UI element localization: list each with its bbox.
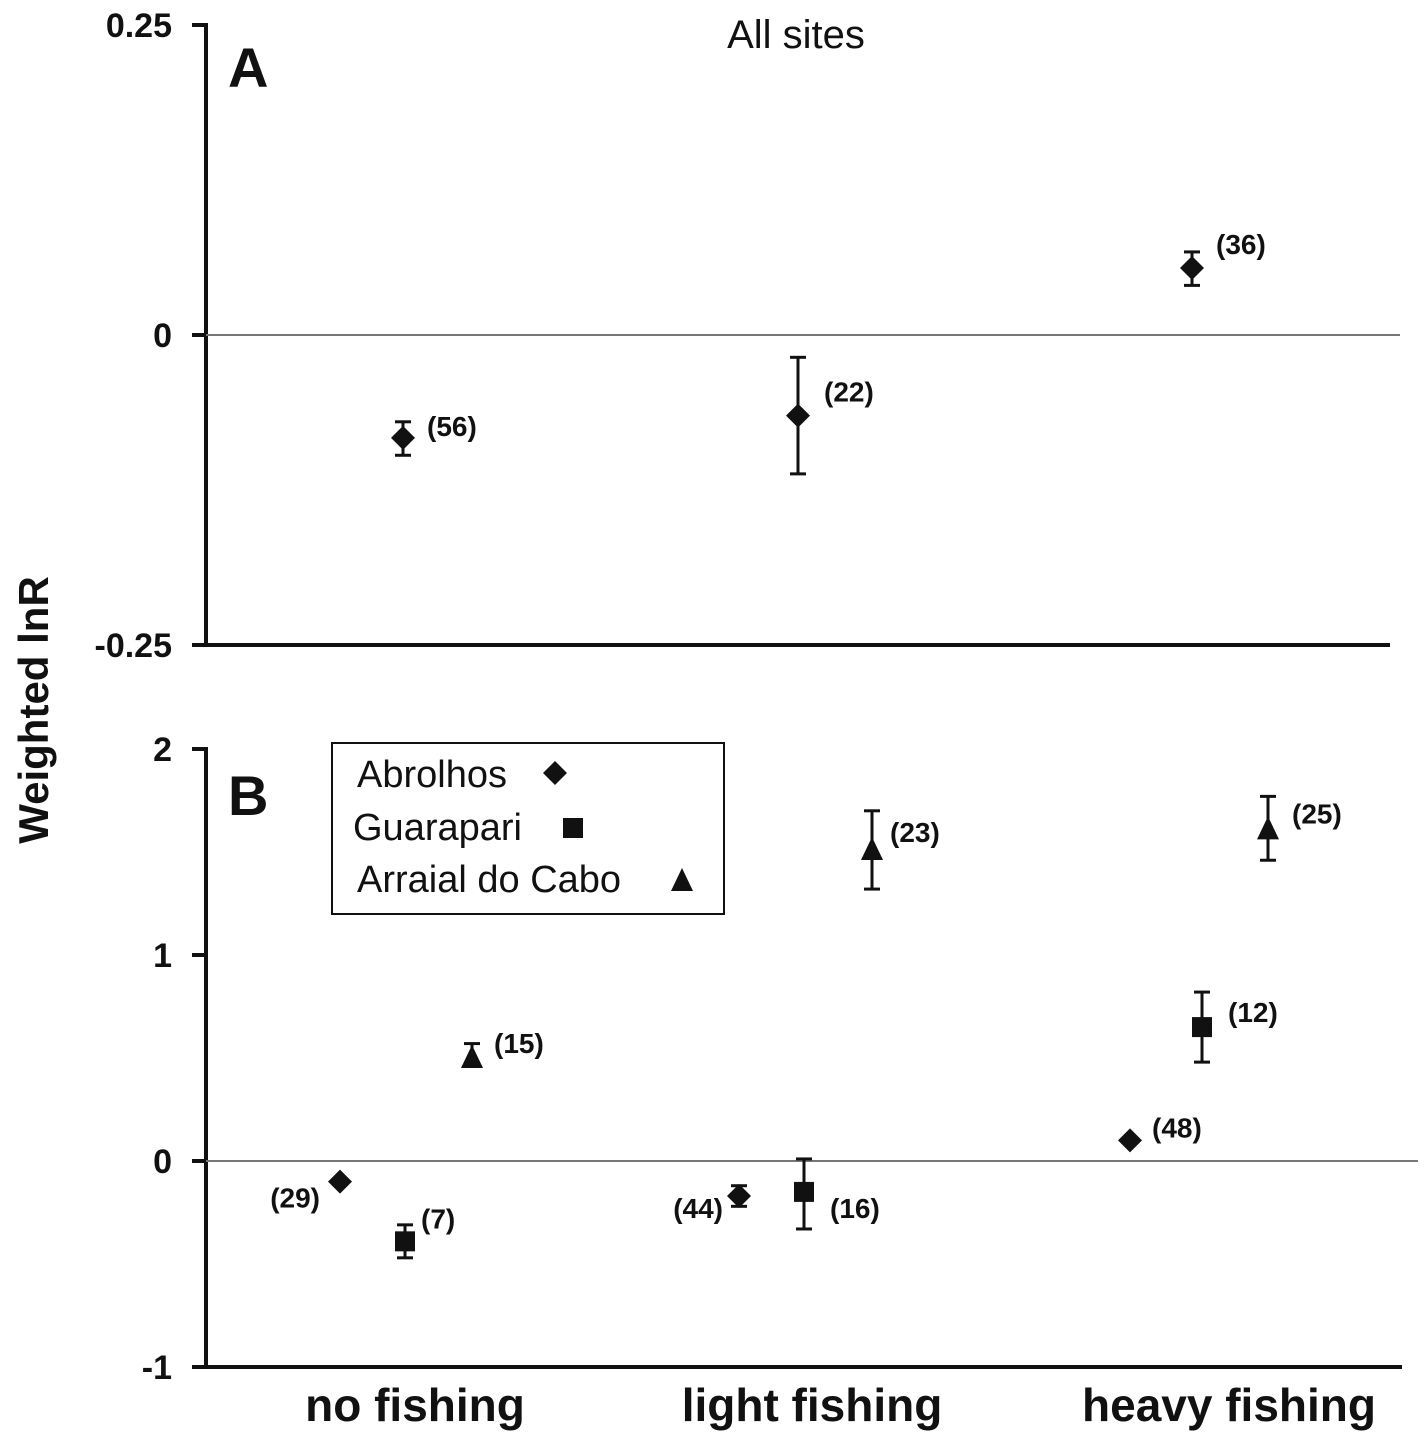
panel-b-abrolhos-heavy-fishing-marker	[1118, 1128, 1142, 1153]
panel-b-guarapari-light-fishing-n-label: (16)	[830, 1193, 880, 1224]
category-label-no-fishing: no fishing	[305, 1379, 525, 1431]
panel-a-diamond-no-fishing-marker	[391, 425, 415, 450]
legend-label-guarapari: Guarapari	[353, 807, 522, 849]
panel-a-diamond-heavy-fishing-marker	[1180, 256, 1204, 281]
panel-b-series-abrolhos: (29) (44) (48)	[270, 1112, 1202, 1224]
panel-a-letter: A	[228, 36, 268, 99]
panel-b-abrolhos-light-fishing-marker	[727, 1184, 751, 1209]
category-label-light-fishing: light fishing	[682, 1379, 943, 1431]
panel-b-abrolhos-no-fishing-marker	[328, 1169, 352, 1194]
category-label-heavy-fishing: heavy fishing	[1082, 1379, 1376, 1431]
panel-b-letter: B	[228, 764, 268, 827]
panel-b-guarapari-heavy-fishing-n-label: (12)	[1228, 997, 1278, 1028]
panel-a-title: All sites	[727, 13, 865, 57]
panel-a-tick-label-0-25: 0.25	[106, 7, 172, 45]
panel-b-series-arraial-do-cabo: (15) (23) (25)	[461, 794, 1342, 1068]
legend-marker-guarapari	[563, 818, 583, 838]
panel-b-series-guarapari: (7) (16) (12)	[395, 990, 1278, 1260]
panel-a-tick-label-0: 0	[153, 317, 172, 355]
y-axis-label: Weighted lnR	[10, 576, 57, 844]
panel-b-arraial-do-cabo-light-fishing-n-label: (23)	[890, 817, 940, 848]
panel-b-arraial-do-cabo-heavy-fishing-n-label: (25)	[1292, 798, 1342, 829]
panel-b-guarapari-light-fishing-marker	[794, 1181, 814, 1202]
panel-b: B Abrolhos Guarapari Arraial do Cabo 2 1 0…	[142, 731, 1418, 1387]
legend-marker-abrolhos	[543, 761, 567, 785]
legend: Abrolhos Guarapari Arraial do Cabo	[331, 742, 725, 915]
panel-b-tick-label-1: -1	[142, 1349, 172, 1387]
panel-b-tick-label-1: 1	[153, 937, 172, 975]
legend-label-arraial-do-cabo: Arraial do Cabo	[357, 859, 621, 901]
legend-label-abrolhos: Abrolhos	[357, 754, 507, 796]
legend-box	[331, 742, 725, 915]
panel-a-diamond-light-fishing-n-label: (22)	[824, 377, 874, 408]
panel-b-abrolhos-light-fishing-n-label: (44)	[673, 1193, 723, 1224]
panel-a-diamond-heavy-fishing-n-label: (36)	[1216, 229, 1266, 260]
panel-b-guarapari-no-fishing-marker	[395, 1231, 415, 1252]
panel-a-diamond-light-fishing-marker	[786, 403, 810, 428]
panel-b-arraial-do-cabo-no-fishing-n-label: (15)	[494, 1028, 544, 1059]
legend-marker-arraial-do-cabo	[671, 868, 693, 891]
panel-b-guarapari-no-fishing-n-label: (7)	[421, 1203, 455, 1234]
panel-b-arraial-do-cabo-light-fishing-marker	[861, 836, 883, 860]
panel-b-guarapari-heavy-fishing-marker	[1192, 1017, 1212, 1038]
panel-a-series-diamond: (56) (22) (36)	[391, 229, 1266, 476]
panel-a-tick-label-0-25: -0.25	[95, 627, 173, 665]
panel-b-arraial-do-cabo-no-fishing-marker	[461, 1045, 483, 1068]
panel-a: A All sites 0.25 0 -0.25 (56) (22) (36)	[95, 7, 1400, 665]
panel-b-tick-label-0: 0	[153, 1143, 172, 1181]
panel-b-abrolhos-heavy-fishing-n-label: (48)	[1152, 1112, 1202, 1143]
panel-b-tick-label-2: 2	[153, 731, 172, 769]
panel-b-arraial-do-cabo-heavy-fishing-marker	[1257, 816, 1279, 840]
panel-a-diamond-no-fishing-n-label: (56)	[427, 411, 477, 442]
panel-b-abrolhos-no-fishing-n-label: (29)	[270, 1183, 320, 1214]
